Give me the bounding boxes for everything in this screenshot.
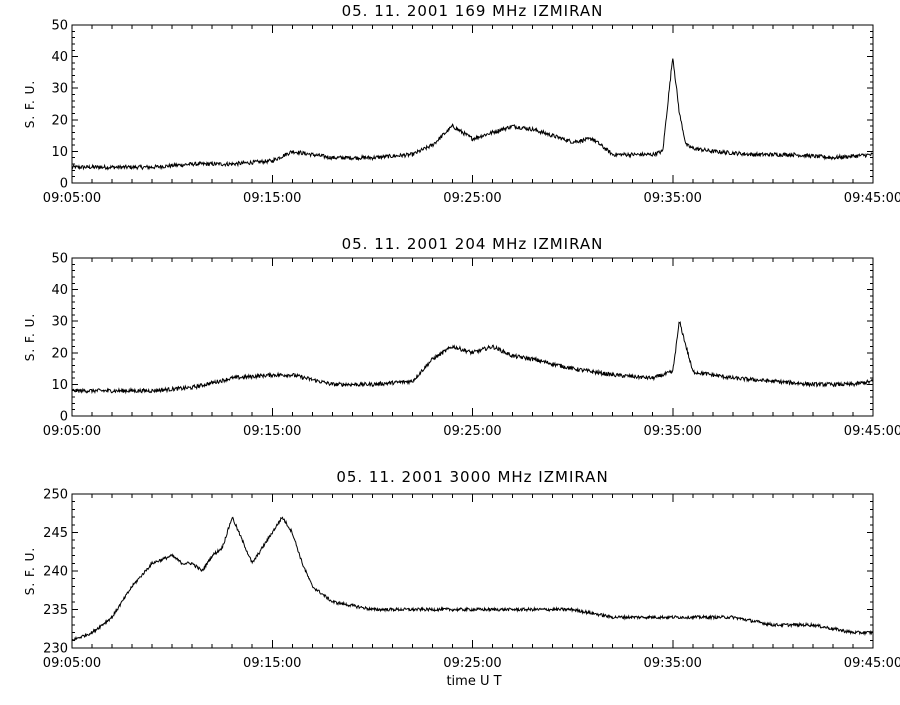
series-line — [71, 58, 873, 171]
series-line — [71, 516, 874, 642]
x-tick-label: 09:15:00 — [243, 424, 301, 439]
x-tick-label: 09:45:00 — [844, 656, 900, 671]
y-tick-label: 50 — [51, 252, 68, 267]
panel-title: 05. 11. 2001 169 MHz IZMIRAN — [342, 2, 604, 20]
x-tick-label: 09:35:00 — [644, 656, 702, 671]
y-tick-label: 230 — [43, 642, 68, 657]
y-tick-label: 10 — [51, 145, 68, 160]
y-tick-label: 50 — [51, 19, 68, 34]
x-tick-label: 09:45:00 — [844, 191, 900, 206]
x-tick-label: 09:05:00 — [43, 191, 101, 206]
y-tick-label: 0 — [60, 177, 68, 192]
y-tick-label: 40 — [51, 283, 68, 298]
y-tick-label: 20 — [51, 113, 68, 128]
panel-3: 05. 11. 2001 3000 MHz IZMIRAN 230 235 240 24… — [23, 468, 900, 671]
x-tick-label: 09:35:00 — [644, 424, 702, 439]
y-tick-label: 20 — [51, 346, 68, 361]
x-tick-label: 09:25:00 — [443, 424, 501, 439]
x-tick-label: 09:15:00 — [243, 191, 301, 206]
panel-title: 05. 11. 2001 3000 MHz IZMIRAN — [336, 468, 608, 486]
x-tick-label: 09:45:00 — [844, 424, 900, 439]
plot-frame — [71, 493, 874, 649]
panels: 05. 11. 2001 169 MHz IZMIRAN 0 10 20 30 40 50 S… — [23, 2, 900, 671]
series-line — [71, 321, 874, 395]
y-tick-label: 0 — [60, 410, 68, 425]
y-axis-label: S. F. U. — [23, 547, 37, 595]
y-tick-label: 240 — [43, 565, 68, 580]
plot-frame — [71, 257, 874, 417]
x-tick-label: 09:25:00 — [443, 191, 501, 206]
y-tick-label: 245 — [43, 526, 68, 541]
x-tick-label: 09:05:00 — [43, 424, 101, 439]
y-tick-label: 10 — [51, 378, 68, 393]
y-tick-label: 235 — [43, 603, 68, 618]
y-axis-label: S. F. U. — [23, 313, 37, 361]
y-tick-label: 250 — [43, 488, 68, 503]
panel-2: 05. 11. 2001 204 MHz IZMIRAN 0 10 20 30 40 50 S… — [23, 235, 900, 439]
x-axis-label: time U T — [446, 674, 501, 689]
y-tick-label: 30 — [51, 82, 68, 97]
y-tick-label: 30 — [51, 315, 68, 330]
y-axis-label: S. F. U. — [23, 80, 37, 128]
x-tick-label: 09:15:00 — [243, 656, 301, 671]
y-tick-label: 40 — [51, 50, 68, 65]
x-tick-label: 09:25:00 — [443, 656, 501, 671]
x-tick-label: 09:05:00 — [43, 656, 101, 671]
panel-1: 05. 11. 2001 169 MHz IZMIRAN 0 10 20 30 40 50 S… — [23, 2, 900, 206]
plot-frame — [71, 24, 874, 184]
panel-title: 05. 11. 2001 204 MHz IZMIRAN — [342, 235, 604, 253]
x-tick-label: 09:35:00 — [644, 191, 702, 206]
